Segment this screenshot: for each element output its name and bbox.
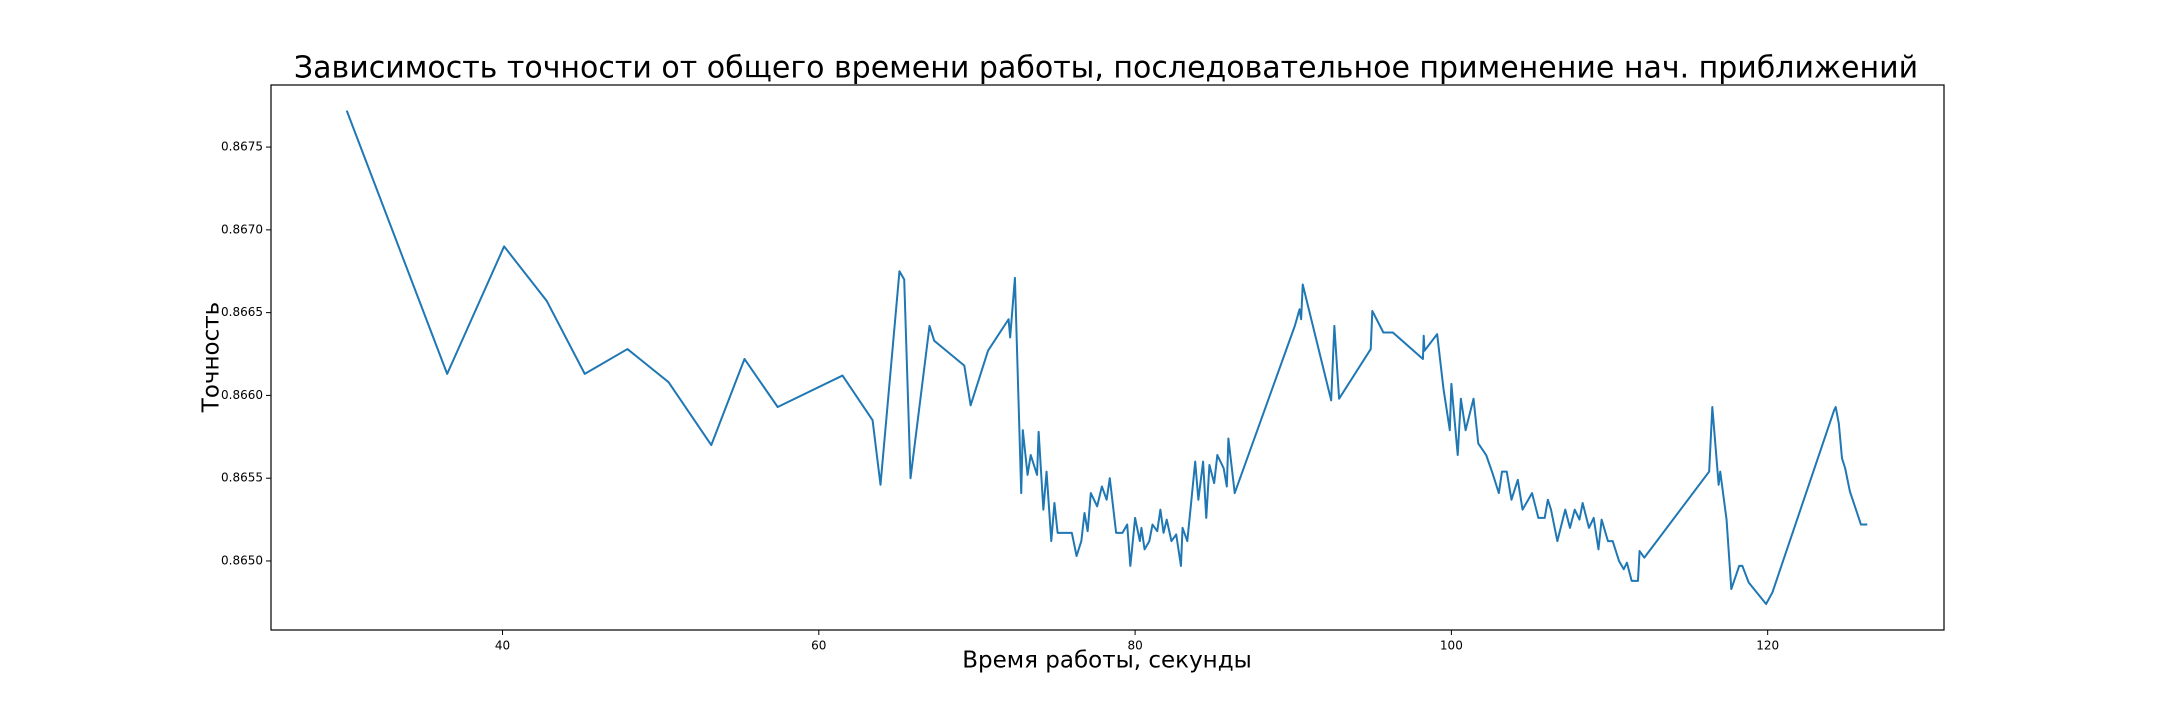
x-axis-label: Время работы, секунды [962,648,1252,674]
x-tick-label: 100 [1440,639,1463,653]
y-tick-label: 0.8675 [221,140,263,154]
y-tick-label: 0.8655 [221,471,263,485]
x-tick-label: 120 [1756,639,1779,653]
x-tick-label: 60 [811,639,826,653]
x-tick-label: 80 [1127,639,1142,653]
y-tick-label: 0.8665 [221,305,263,319]
x-tick-label: 40 [495,639,510,653]
plot-frame [270,84,1945,631]
y-tick-label: 0.8670 [221,222,263,236]
y-axis-label: Точность [199,302,225,413]
chart-title: Зависимость точности от общего времени р… [294,51,1918,86]
y-tick-label: 0.8660 [221,388,263,402]
data-line [345,110,1868,606]
y-tick-label: 0.8650 [221,553,263,567]
